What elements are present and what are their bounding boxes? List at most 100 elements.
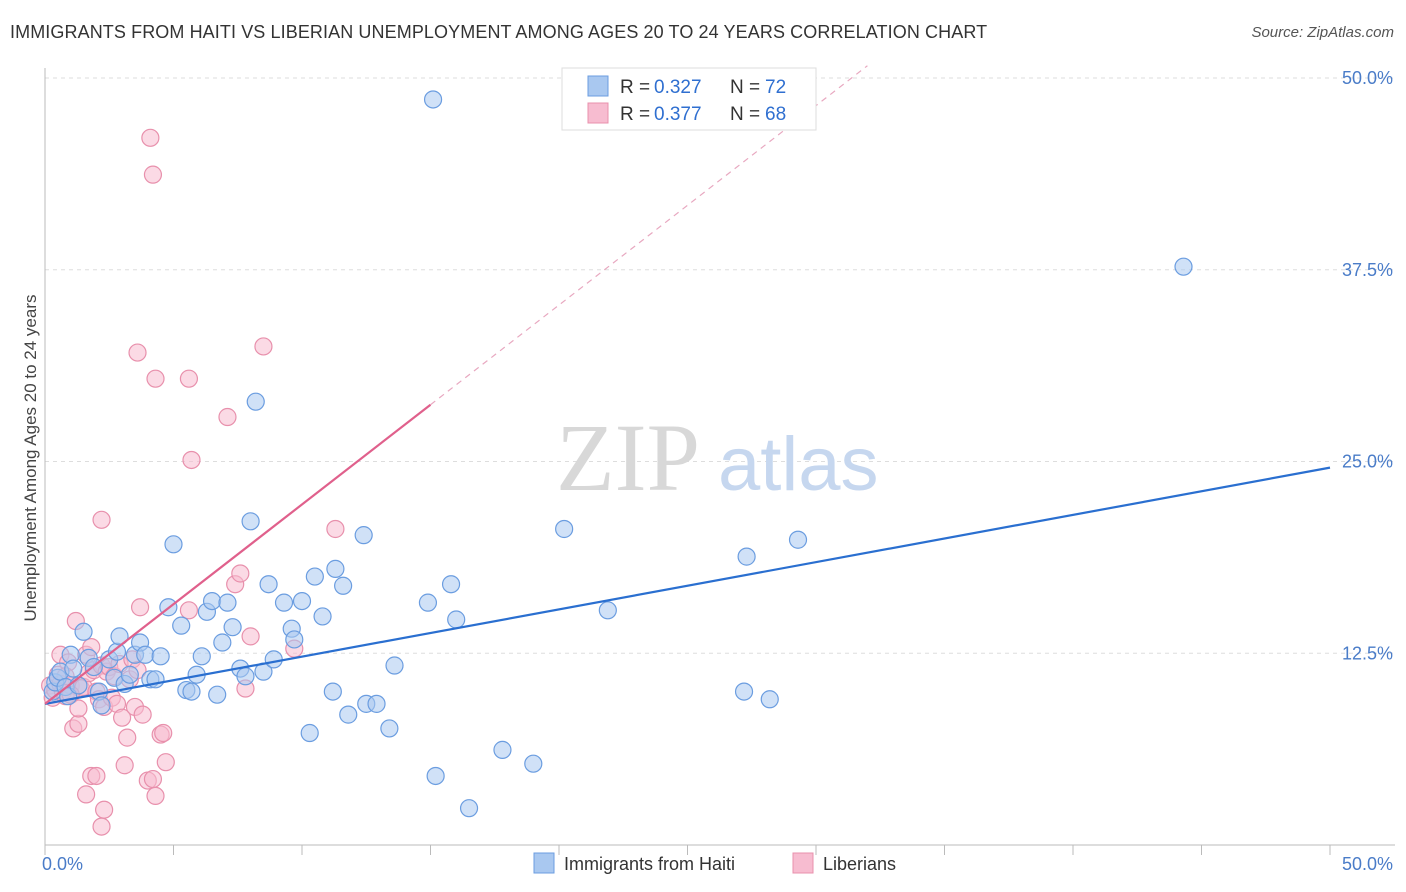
haiti-point <box>236 667 255 686</box>
watermark-atlas: atlas <box>718 422 879 507</box>
legend-swatch-liberia <box>587 102 609 124</box>
haiti-point <box>334 576 353 595</box>
haiti-point <box>208 685 227 704</box>
liberians-point <box>179 601 199 620</box>
haiti-point <box>274 593 294 612</box>
liberians-point <box>326 519 345 539</box>
y-tick-label: 50.0% <box>1342 68 1393 88</box>
liberians-point <box>141 128 160 147</box>
liberians-point <box>69 714 88 733</box>
haiti-point <box>202 591 222 611</box>
legend-r-value-haiti: 0.327 <box>654 77 702 98</box>
liberians-point <box>87 766 106 786</box>
haiti-point <box>734 682 754 701</box>
haiti-point <box>69 676 88 695</box>
legend-n-label-liberia: N = <box>730 104 760 125</box>
haiti-point <box>213 633 232 652</box>
haiti-point <box>74 622 93 641</box>
liberians-point <box>182 450 201 470</box>
haiti-points <box>43 90 1193 818</box>
haiti-point <box>164 535 183 554</box>
haiti-point <box>172 616 191 635</box>
haiti-point <box>218 593 237 612</box>
haiti-point <box>246 392 265 411</box>
haiti-point <box>380 719 399 738</box>
haiti-point <box>92 696 111 715</box>
y-axis-label: Unemployment Among Ages 20 to 24 years <box>21 295 40 622</box>
liberians-point <box>146 369 165 388</box>
liberians-point <box>95 800 114 819</box>
haiti-point <box>136 645 155 664</box>
watermark: ZIP atlas <box>556 404 879 511</box>
trend-lines <box>44 65 1331 705</box>
liberians-point <box>154 723 173 743</box>
liberians-point <box>92 817 111 836</box>
haiti-point <box>241 512 260 531</box>
haiti-point <box>223 618 242 637</box>
liberians-point <box>69 699 88 718</box>
liberians-point <box>112 708 132 727</box>
haiti-trend-line <box>44 466 1331 705</box>
y-tick-label: 25.0% <box>1342 452 1393 472</box>
haiti-point <box>323 682 342 701</box>
liberians-point <box>130 598 150 617</box>
haiti-point <box>192 647 211 666</box>
liberians-point <box>128 343 147 362</box>
haiti-point <box>264 650 283 669</box>
correlation-legend: R = 0.327 N = 72 R = 0.377 N = 68 <box>561 67 817 131</box>
bottom-legend-label-liberia: Liberians <box>823 854 896 874</box>
haiti-point <box>367 694 386 713</box>
haiti-point <box>598 601 617 620</box>
haiti-point <box>300 723 319 743</box>
bottom-legend-swatch-liberia <box>792 852 814 874</box>
liberians-trend-line <box>44 403 432 705</box>
haiti-point <box>151 647 170 666</box>
liberians-point <box>231 564 250 583</box>
bottom-legend-swatch-haiti <box>533 852 555 874</box>
haiti-point <box>1174 257 1193 276</box>
liberians-point <box>156 753 175 772</box>
liberians-point <box>92 510 111 529</box>
haiti-point <box>447 610 466 629</box>
chart-title: IMMIGRANTS FROM HAITI VS LIBERIAN UNEMPL… <box>10 22 988 42</box>
haiti-point <box>326 559 345 578</box>
haiti-point <box>285 630 304 649</box>
legend-n-value-haiti: 72 <box>765 77 786 98</box>
legend-r-label-haiti: R = <box>620 77 650 98</box>
legend-n-value-liberia: 68 <box>765 104 786 125</box>
haiti-point <box>385 656 404 675</box>
haiti-point <box>493 740 512 759</box>
haiti-point <box>259 575 278 594</box>
haiti-point <box>760 690 779 709</box>
haiti-point <box>426 766 445 786</box>
haiti-point <box>423 90 443 109</box>
haiti-point <box>292 591 312 611</box>
legend-n-label-haiti: N = <box>730 77 760 98</box>
haiti-point <box>339 705 358 724</box>
liberians-point <box>133 705 152 724</box>
haiti-point <box>788 530 808 549</box>
liberians-point <box>254 337 273 356</box>
tick-labels: 12.5% 25.0% 37.5% 50.0% 0.0% 50.0% <box>42 68 1393 874</box>
liberians-point <box>218 407 237 427</box>
haiti-point <box>555 519 574 539</box>
haiti-point <box>418 593 438 612</box>
haiti-point <box>64 659 83 678</box>
x-tick-label: 0.0% <box>42 854 83 874</box>
series-legend: Immigrants from Haiti Liberians <box>533 852 896 874</box>
legend-r-value-liberia: 0.377 <box>654 104 702 125</box>
haiti-point <box>459 799 479 818</box>
liberians-point <box>115 756 134 775</box>
haiti-point <box>182 682 201 701</box>
liberians-point <box>143 165 163 184</box>
haiti-point <box>441 575 461 594</box>
haiti-point <box>305 567 324 586</box>
x-tick-label: 50.0% <box>1342 854 1393 874</box>
legend-swatch-haiti <box>587 75 609 97</box>
bottom-legend-label-haiti: Immigrants from Haiti <box>564 854 735 874</box>
y-tick-label: 12.5% <box>1342 643 1393 663</box>
liberians-point <box>241 627 260 646</box>
grid-lines <box>45 77 1395 654</box>
haiti-point <box>354 526 373 545</box>
